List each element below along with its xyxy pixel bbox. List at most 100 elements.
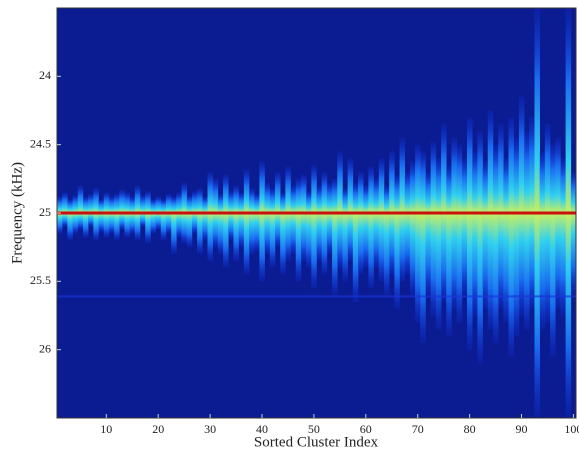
band-upper bbox=[544, 124, 551, 213]
band-upper bbox=[498, 124, 504, 213]
band-lower bbox=[503, 213, 509, 323]
band-lower bbox=[171, 213, 177, 254]
band-lower bbox=[191, 213, 198, 234]
band-lower bbox=[103, 213, 110, 238]
band-lower bbox=[316, 213, 322, 261]
band-lower bbox=[550, 213, 556, 357]
band-upper bbox=[394, 174, 400, 213]
band-upper bbox=[274, 172, 281, 213]
band-lower bbox=[197, 213, 203, 254]
band-upper bbox=[404, 172, 411, 213]
band-upper bbox=[280, 192, 286, 213]
band-upper bbox=[461, 158, 468, 213]
band-lower bbox=[342, 213, 348, 282]
band-upper bbox=[176, 192, 182, 213]
band-upper bbox=[191, 191, 198, 213]
band-upper bbox=[243, 169, 250, 213]
band-upper bbox=[441, 124, 447, 213]
band-upper bbox=[285, 166, 291, 213]
band-lower bbox=[269, 213, 276, 268]
band-lower bbox=[306, 213, 312, 268]
band-lower bbox=[565, 213, 572, 418]
x-tick-label: 100 bbox=[564, 422, 579, 436]
band-lower bbox=[212, 213, 219, 248]
band-upper bbox=[67, 199, 73, 213]
band-upper bbox=[467, 117, 473, 213]
band-upper bbox=[451, 137, 457, 213]
y-tick-label: 24 bbox=[39, 68, 51, 82]
band-upper bbox=[103, 192, 110, 213]
band-lower bbox=[534, 213, 540, 418]
x-tick-label: 50 bbox=[308, 422, 320, 436]
band-lower bbox=[98, 213, 105, 233]
band-lower bbox=[280, 213, 286, 275]
band-lower bbox=[67, 213, 73, 241]
band-upper bbox=[560, 158, 566, 213]
band-lower bbox=[446, 213, 452, 336]
band-upper bbox=[77, 185, 84, 213]
band-lower bbox=[399, 213, 406, 282]
band-upper bbox=[181, 182, 188, 213]
band-lower bbox=[467, 213, 473, 350]
band-lower bbox=[119, 213, 125, 230]
band-upper bbox=[508, 117, 515, 213]
band-lower bbox=[555, 213, 561, 309]
band-upper bbox=[570, 172, 576, 213]
band-lower bbox=[394, 213, 400, 309]
x-tick-label: 90 bbox=[516, 422, 528, 436]
band-upper bbox=[565, 8, 572, 213]
band-upper bbox=[197, 188, 203, 213]
band-upper bbox=[72, 195, 79, 213]
band-upper bbox=[269, 188, 276, 213]
band-upper bbox=[337, 151, 343, 213]
band-upper bbox=[492, 144, 499, 213]
band-lower bbox=[560, 213, 566, 316]
band-upper bbox=[114, 193, 120, 213]
band-lower bbox=[461, 213, 468, 295]
x-tick-label: 80 bbox=[464, 422, 476, 436]
band-upper bbox=[425, 172, 431, 213]
band-upper bbox=[472, 151, 478, 213]
band-lower bbox=[145, 213, 151, 244]
band-upper bbox=[378, 158, 385, 213]
x-tick-label: 70 bbox=[412, 422, 424, 436]
band-upper bbox=[399, 137, 406, 213]
band-lower bbox=[186, 213, 193, 248]
band-upper bbox=[155, 196, 162, 213]
plot-area bbox=[57, 8, 576, 418]
band-upper bbox=[332, 178, 338, 213]
band-lower bbox=[165, 213, 172, 234]
band-lower bbox=[114, 213, 120, 241]
band-upper bbox=[383, 185, 390, 213]
x-tick-label: 30 bbox=[204, 422, 216, 436]
band-lower bbox=[425, 213, 431, 295]
band-upper bbox=[249, 188, 255, 213]
band-upper bbox=[82, 196, 89, 213]
band-lower bbox=[259, 213, 265, 282]
band-lower bbox=[347, 213, 354, 261]
band-lower bbox=[456, 213, 463, 323]
band-upper bbox=[446, 165, 452, 213]
band-lower bbox=[409, 213, 416, 295]
band-upper bbox=[363, 185, 369, 213]
band-upper bbox=[202, 196, 208, 213]
band-lower bbox=[155, 213, 162, 230]
band-upper bbox=[207, 172, 213, 213]
band-lower bbox=[217, 213, 224, 254]
band-lower bbox=[233, 213, 239, 261]
band-upper bbox=[456, 144, 463, 213]
band-lower bbox=[88, 213, 94, 227]
band-lower bbox=[321, 213, 328, 275]
band-upper bbox=[129, 196, 136, 213]
x-axis-label: Sorted Cluster Index bbox=[254, 434, 379, 450]
band-lower bbox=[420, 213, 426, 343]
band-lower bbox=[415, 213, 421, 323]
band-lower bbox=[160, 213, 167, 241]
band-lower bbox=[368, 213, 374, 289]
band-lower bbox=[140, 213, 146, 227]
band-lower bbox=[77, 213, 84, 230]
band-lower bbox=[181, 213, 188, 244]
band-lower bbox=[539, 213, 546, 330]
band-lower bbox=[264, 213, 271, 254]
